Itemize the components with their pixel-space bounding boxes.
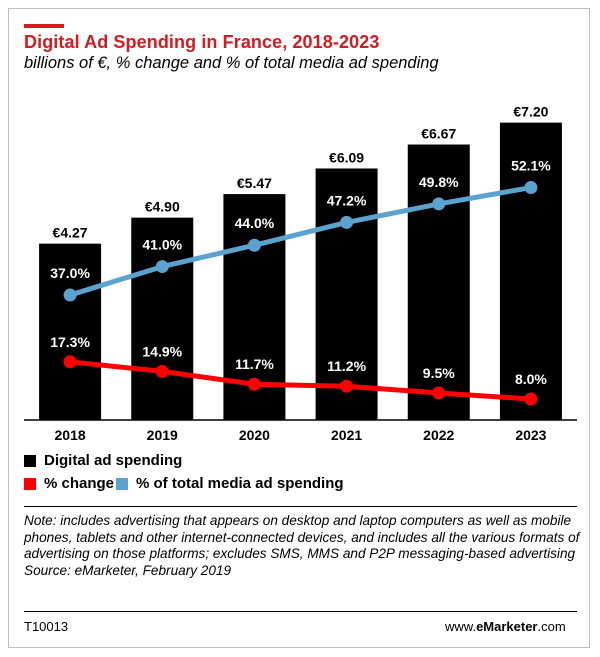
note-text: Note: includes advertising that appears …	[24, 513, 584, 579]
bar-label-2022: €6.67	[421, 126, 456, 142]
change-point-2019	[155, 364, 169, 378]
site-brand: eMarketer	[476, 619, 538, 634]
change-label-2023: 8.0%	[515, 371, 547, 387]
change-point-2020	[247, 377, 261, 391]
x-tick-2021: 2021	[331, 427, 362, 443]
legend-swatch-change	[24, 477, 36, 490]
bar-2018	[39, 243, 102, 420]
share-label-2021: 47.2%	[327, 192, 367, 208]
legend-label-change: % change	[44, 475, 115, 492]
chart-subtitle: billions of €, % change and % of total m…	[24, 54, 439, 72]
share-label-2023: 52.1%	[511, 158, 551, 174]
legend-swatch-share	[116, 477, 128, 490]
bar-label-2023: €7.20	[513, 104, 548, 120]
change-label-2018: 17.3%	[50, 334, 90, 350]
share-point-2023	[524, 181, 538, 195]
bar-label-2020: €5.47	[237, 175, 272, 191]
bar-label-2019: €4.90	[145, 199, 180, 215]
divider-top	[24, 506, 577, 507]
chart-title: Digital Ad Spending in France, 2018-2023	[24, 32, 380, 52]
legend-item-digital: Digital ad spending	[24, 452, 182, 469]
divider-bottom	[24, 611, 577, 612]
x-tick-2023: 2023	[515, 427, 546, 443]
change-label-2022: 9.5%	[423, 365, 455, 381]
chart-area: €4.27 €4.90 €5.47 €6.09 €6.67 €7.20 2018 2019 20…	[24, 104, 577, 443]
change-label-2020: 11.7%	[235, 356, 274, 372]
x-tick-2022: 2022	[423, 427, 454, 443]
share-point-2021	[340, 215, 354, 229]
x-tick-2020: 2020	[239, 427, 270, 443]
bar-2023	[499, 122, 562, 420]
change-label-2021: 11.2%	[327, 358, 366, 374]
title-accent-rule	[24, 24, 64, 28]
share-label-2020: 44.0%	[235, 215, 275, 231]
source-text: Source: eMarketer, February 2019	[24, 562, 232, 578]
change-point-2022	[432, 386, 446, 400]
share-point-2022	[432, 197, 446, 211]
legend-item-change: % change	[24, 475, 114, 492]
site-suffix: .com	[537, 619, 566, 634]
bar-2022	[407, 144, 470, 421]
change-line	[69, 359, 532, 402]
change-label-2019: 14.9%	[142, 343, 182, 359]
bar-2019	[131, 217, 194, 420]
bar-label-2018: €4.27	[53, 225, 88, 241]
bar-label-2021: €6.09	[329, 149, 364, 165]
legend-swatch-digital	[24, 454, 36, 467]
share-label-2019: 41.0%	[142, 237, 182, 253]
change-point-2018	[63, 355, 77, 369]
share-point-2020	[247, 238, 261, 252]
legend-label-share: % of total media ad spending	[136, 475, 344, 492]
chart-frame	[8, 8, 590, 648]
site-credit: www.eMarketer.com	[445, 619, 566, 634]
share-point-2019	[155, 260, 169, 274]
legend-item-share: % of total media ad spending	[116, 475, 344, 492]
share-label-2018: 37.0%	[50, 265, 90, 281]
share-label-2022: 49.8%	[419, 174, 459, 190]
bar-2021	[315, 168, 378, 420]
change-point-2021	[340, 379, 354, 393]
x-tick-2019: 2019	[147, 427, 178, 443]
x-tick-2018: 2018	[55, 427, 86, 443]
chart-id: T10013	[24, 619, 69, 634]
share-point-2018	[63, 288, 77, 302]
share-line	[69, 185, 532, 298]
note-body: Note: includes advertising that appears …	[24, 513, 580, 562]
site-prefix: www.	[445, 619, 477, 634]
change-point-2023	[524, 392, 538, 406]
legend-label-digital: Digital ad spending	[44, 452, 183, 469]
